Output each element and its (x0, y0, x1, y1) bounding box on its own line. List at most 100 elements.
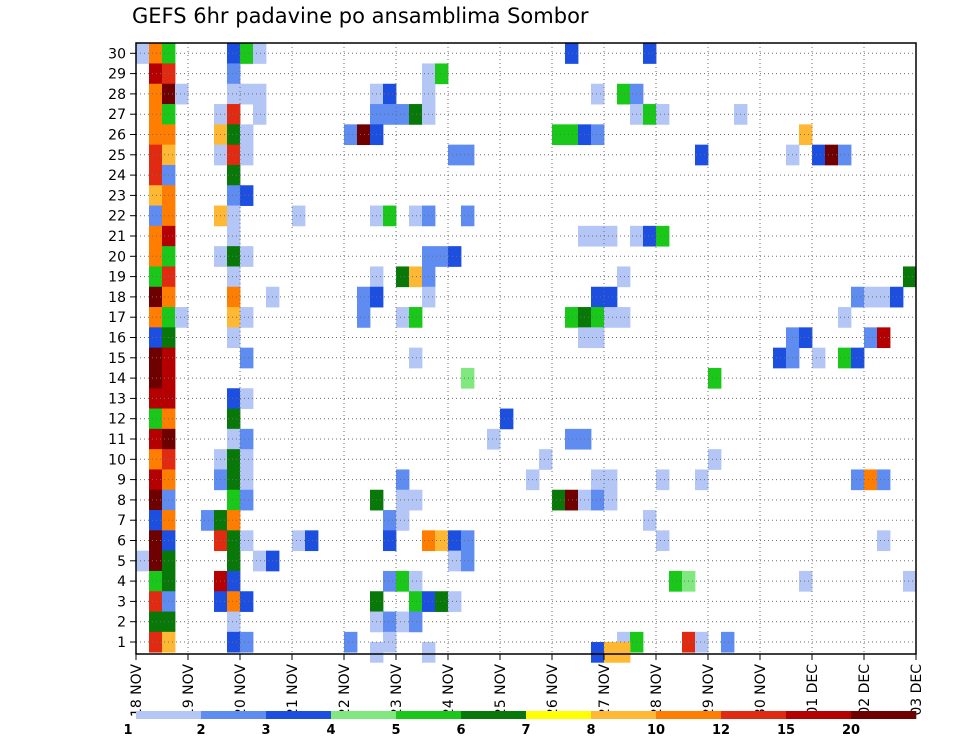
colorbar-segment (136, 711, 202, 719)
y-tick-label: 26 (108, 128, 126, 144)
colorbar-label: 12 (712, 723, 730, 738)
heatmap-cell (565, 307, 579, 328)
heatmap-cell (240, 43, 254, 64)
y-tick-label: 23 (108, 188, 126, 204)
y-tick-label: 28 (108, 87, 126, 103)
heatmap-cell (409, 347, 423, 369)
heatmap-cell (149, 327, 163, 349)
heatmap-cell (149, 469, 163, 491)
y-tick-label: 9 (117, 473, 126, 489)
heatmap-cell (292, 205, 306, 227)
heatmap-cell (487, 428, 501, 450)
heatmap-cell (227, 124, 241, 146)
heatmap-cell (240, 469, 254, 491)
heatmap-cell (227, 469, 241, 491)
heatmap-cell (149, 104, 163, 125)
heatmap-cell (149, 185, 163, 206)
heatmap-cell (201, 510, 215, 531)
heatmap-cell (461, 550, 475, 572)
y-tick-label: 1 (117, 635, 126, 651)
heatmap-cell (461, 205, 475, 227)
heatmap-cell (461, 367, 475, 389)
heatmap-cell (773, 347, 787, 369)
heatmap-cell (812, 347, 826, 369)
heatmap-cell (149, 367, 163, 389)
colorbar-segment (786, 711, 852, 719)
heatmap-cell (383, 205, 397, 227)
heatmap-cell (383, 611, 397, 633)
heatmap-cell (240, 83, 254, 105)
heatmap-cell (591, 225, 605, 247)
heatmap-cell (695, 631, 709, 653)
heatmap-cell (227, 388, 241, 409)
heatmap-cell (227, 631, 241, 653)
heatmap-cell (877, 469, 891, 491)
heatmap-cell (227, 246, 241, 267)
heatmap-cell (591, 642, 605, 663)
heatmap-cell (149, 144, 163, 166)
heatmap-cell (604, 286, 618, 308)
y-tick-label: 11 (108, 432, 126, 448)
heatmap-cell (617, 307, 631, 328)
y-tick-label: 20 (108, 249, 126, 265)
y-tick-label: 24 (108, 168, 126, 184)
heatmap-cell (240, 124, 254, 146)
y-tick-label: 12 (108, 412, 126, 428)
x-tick-label: 23 NOV (389, 664, 405, 718)
heatmap-cell (396, 611, 410, 633)
colorbar-label: 15 (777, 723, 795, 738)
colorbar-label: 5 (391, 723, 400, 738)
colorbar-segment (201, 711, 267, 719)
heatmap-cell (253, 83, 267, 105)
colorbar-label: 10 (647, 723, 665, 738)
heatmap-cell (149, 286, 163, 308)
heatmap-cell (396, 570, 410, 592)
heatmap-cell (396, 104, 410, 125)
heatmap-cell (149, 611, 163, 633)
heatmap-cell (240, 489, 254, 511)
heatmap-cell (227, 611, 241, 633)
heatmap-cell (240, 530, 254, 552)
heatmap-cell (240, 428, 254, 450)
y-tick-label: 8 (117, 493, 126, 509)
heatmap-cell (227, 144, 241, 166)
heatmap-cell (448, 246, 462, 267)
heatmap-cell (149, 266, 163, 288)
heatmap-cell (149, 408, 163, 430)
heatmap-cell (383, 510, 397, 531)
heatmap-cell (175, 83, 189, 105)
heatmap-cell (708, 449, 722, 470)
heatmap-cell (643, 43, 657, 64)
heatmap-cell (903, 266, 917, 288)
y-tick-label: 14 (108, 371, 126, 387)
heatmap-cell (149, 489, 163, 511)
y-tick-label: 5 (117, 554, 126, 570)
colorbar-label: 2 (196, 723, 205, 738)
heatmap-cell (552, 124, 566, 146)
heatmap-cell (409, 489, 423, 511)
y-tick-label: 4 (117, 574, 126, 590)
heatmap-cell (643, 104, 657, 125)
heatmap-cell (253, 550, 267, 572)
heatmap-cell (617, 83, 631, 105)
x-tick-label: 26 NOV (545, 664, 561, 718)
heatmap-cell (227, 83, 241, 105)
heatmap-cell (227, 449, 241, 470)
colorbar-segment (461, 711, 527, 719)
heatmap-cell (175, 307, 189, 328)
colorbar-segment (396, 711, 462, 719)
colorbar-label: 3 (261, 723, 270, 738)
heatmap-cell (591, 307, 605, 328)
heatmap-cell (227, 225, 241, 247)
heatmap-cell (240, 307, 254, 328)
heatmap-cell (851, 469, 865, 491)
y-tick-label: 19 (108, 270, 126, 286)
heatmap-cell (149, 388, 163, 409)
heatmap-cell (565, 489, 579, 511)
heatmap-cell (448, 591, 462, 612)
y-tick-label: 15 (108, 351, 126, 367)
heatmap-cell (344, 631, 358, 653)
heatmap-cell (383, 530, 397, 552)
heatmap-cell (656, 469, 670, 491)
x-tick-label: 29 NOV (701, 664, 717, 718)
